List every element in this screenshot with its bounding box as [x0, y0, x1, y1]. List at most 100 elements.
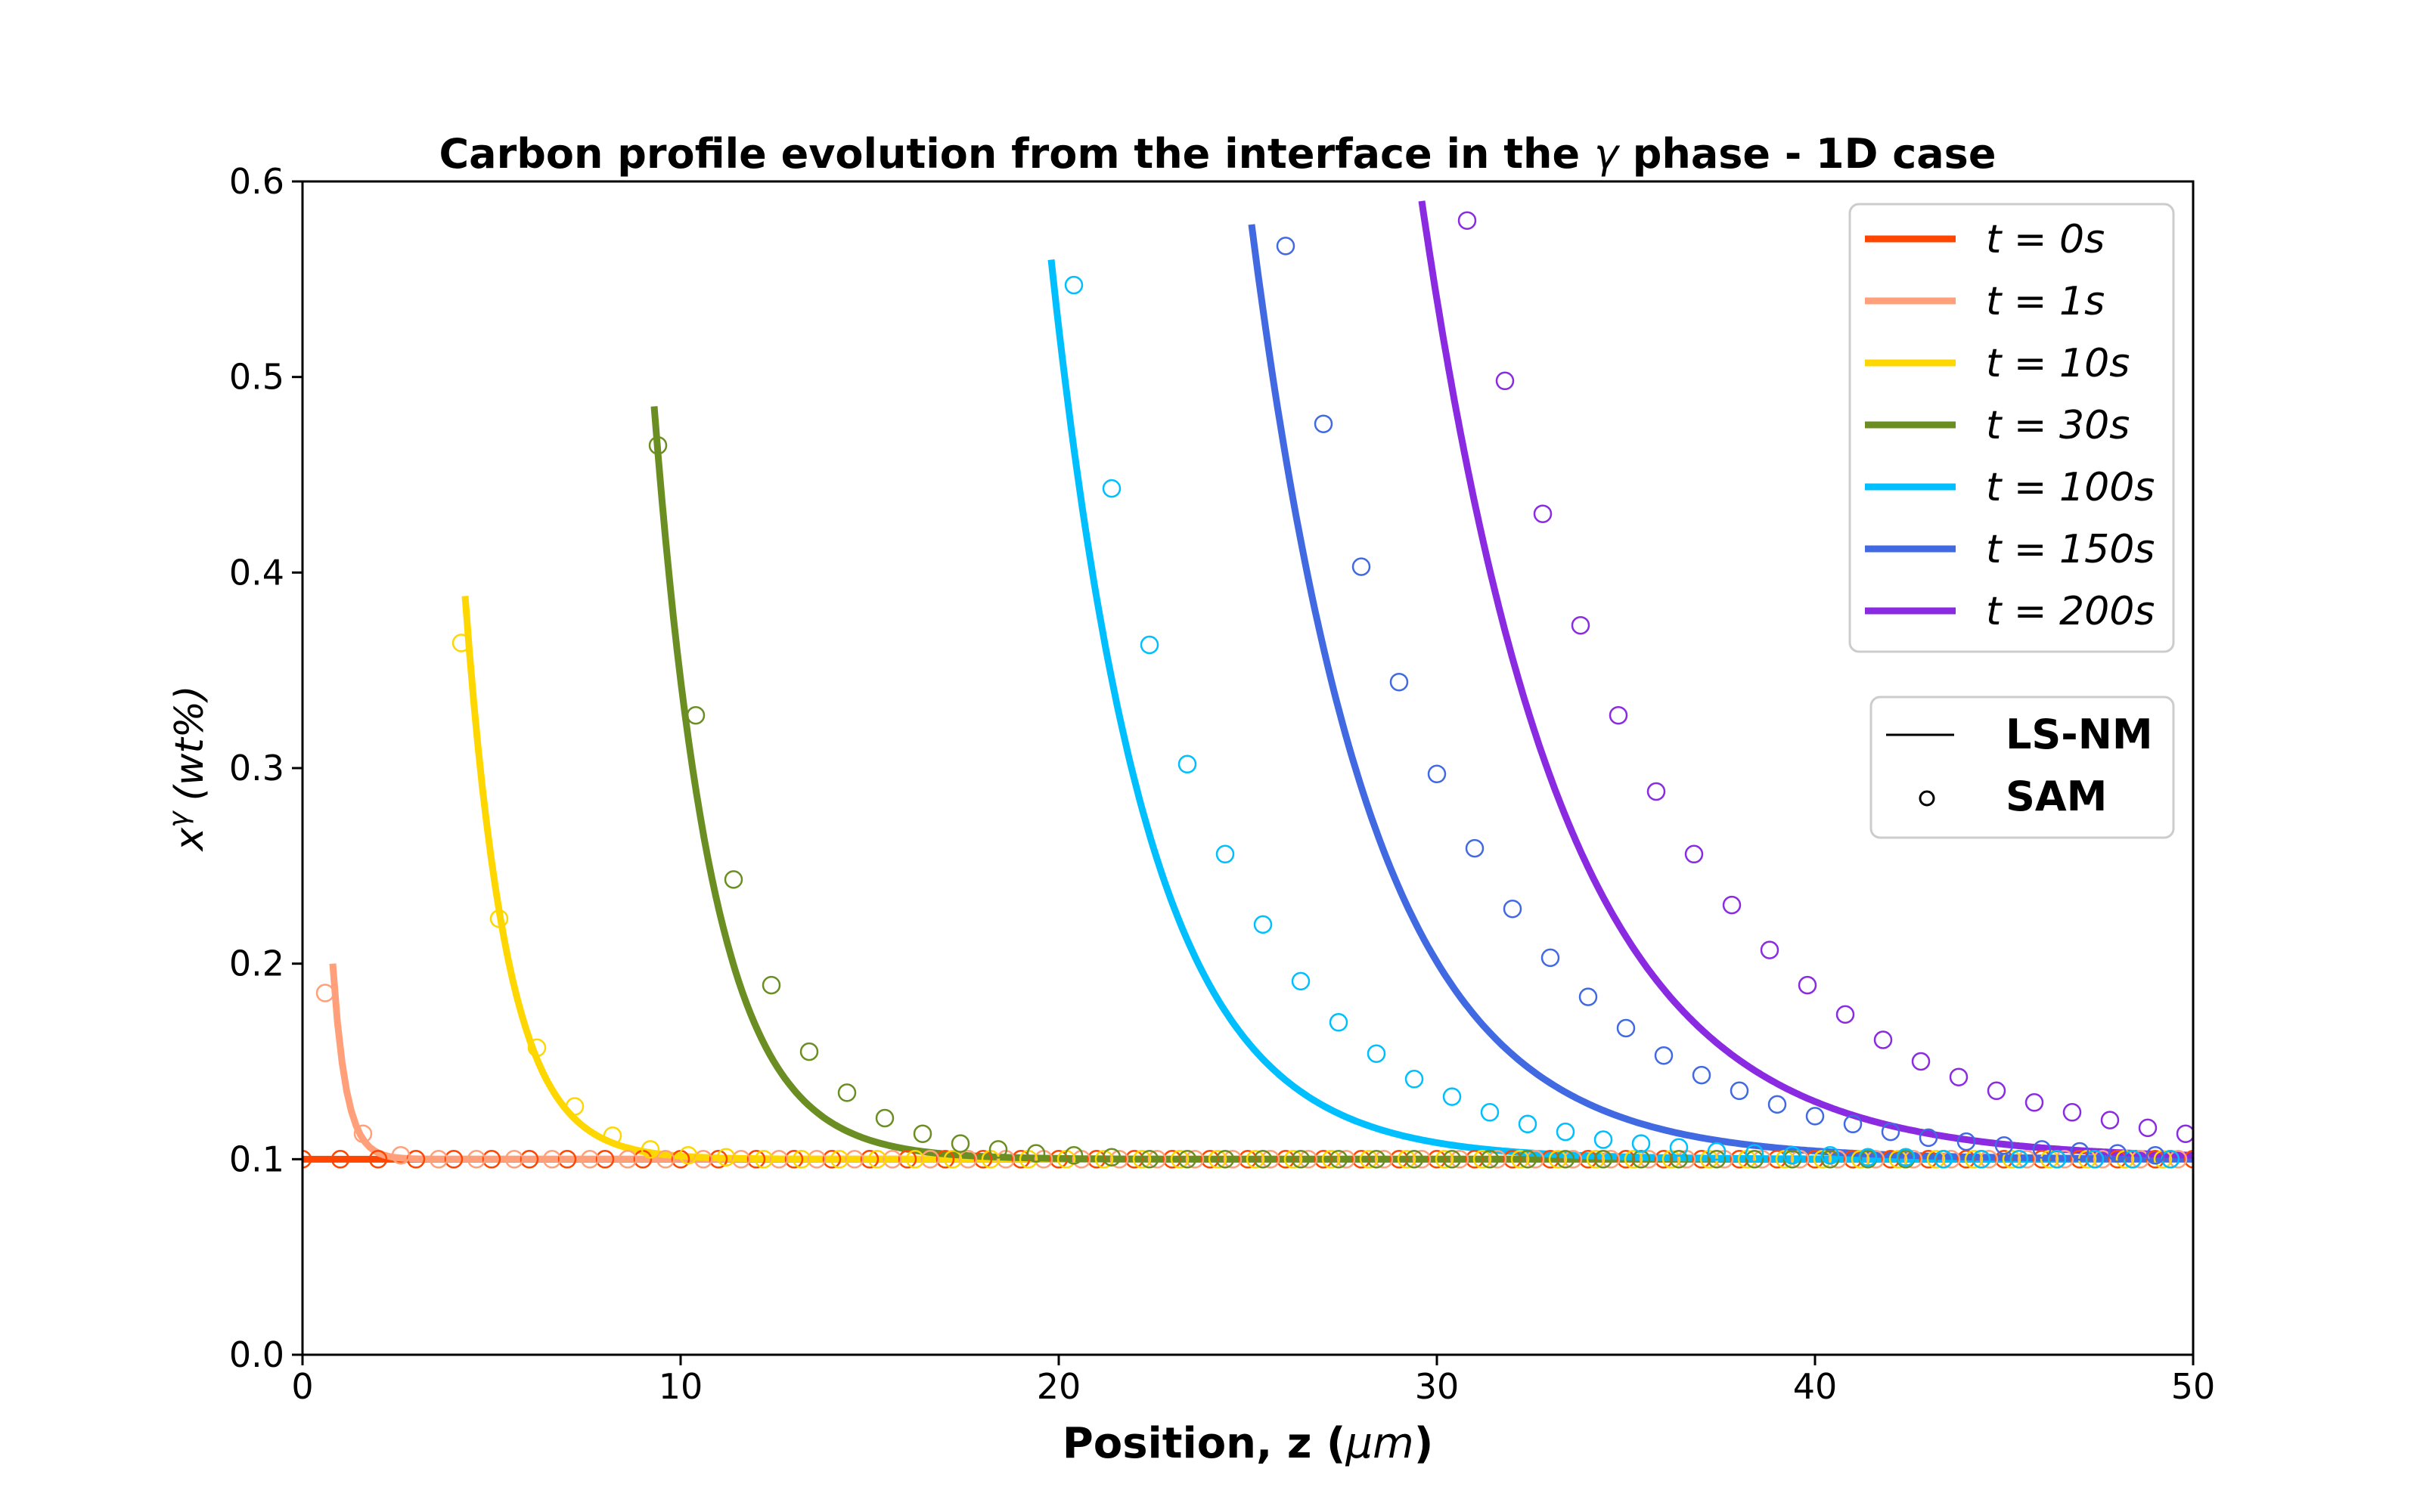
marker-30s — [1631, 1150, 1651, 1169]
marker-100s — [1177, 754, 1197, 774]
marker-30s — [1518, 1150, 1537, 1169]
marker-0s — [784, 1150, 804, 1169]
marker-0s — [1389, 1150, 1409, 1169]
marker-10s — [489, 909, 509, 928]
marker-30s — [686, 705, 706, 725]
marker-0s — [1654, 1150, 1674, 1169]
marker-10s — [1472, 1150, 1492, 1169]
marker-1s — [353, 1124, 373, 1143]
x-tick-label: 0 — [291, 1366, 313, 1407]
marker-1s — [883, 1150, 902, 1169]
marker-100s — [1291, 971, 1311, 991]
marker-150s — [1994, 1136, 2014, 1155]
y-tick-label: 0.1 — [229, 1139, 284, 1179]
legend-label-ls-nm: LS-NM — [2006, 711, 2153, 758]
marker-10s — [905, 1150, 925, 1169]
marker-30s — [1593, 1150, 1613, 1169]
marker-30s — [1745, 1150, 1764, 1169]
marker-0s — [1276, 1150, 1295, 1169]
marker-150s — [1314, 414, 1333, 433]
legend-method-box — [1869, 696, 2175, 839]
marker-10s — [1548, 1150, 1568, 1169]
marker-0s — [1692, 1150, 1711, 1169]
marker-0s — [898, 1150, 917, 1169]
marker-100s — [1631, 1134, 1651, 1153]
marker-0s — [1162, 1150, 1182, 1169]
marker-10s — [565, 1097, 585, 1116]
marker-100s — [1253, 915, 1273, 934]
marker-100s — [2009, 1150, 2029, 1169]
marker-30s — [951, 1134, 970, 1153]
marker-1s — [958, 1150, 978, 1169]
marker-200s — [1495, 371, 1515, 391]
marker-30s — [1329, 1150, 1348, 1169]
marker-10s — [716, 1148, 736, 1167]
marker-200s — [1571, 615, 1590, 635]
marker-150s — [1427, 764, 1447, 784]
marker-10s — [1586, 1150, 1606, 1169]
marker-1s — [1525, 1150, 1545, 1169]
marker-200s — [1911, 1052, 1931, 1071]
marker-10s — [754, 1150, 774, 1169]
marker-1s — [1941, 1150, 1961, 1169]
x-axis-label: Position, z (μm) — [1063, 1419, 1434, 1468]
marker-1s — [1866, 1150, 1885, 1169]
marker-10s — [943, 1150, 963, 1169]
marker-200s — [1722, 895, 1742, 915]
marker-10s — [527, 1038, 547, 1058]
marker-100s — [1896, 1148, 1916, 1167]
legend-method: LS-NM SAM — [1869, 696, 2175, 839]
marker-1s — [1450, 1150, 1469, 1169]
marker-30s — [837, 1083, 857, 1102]
marker-0s — [860, 1150, 880, 1169]
marker-30s — [724, 870, 743, 889]
x-tick-label: 30 — [1415, 1366, 1460, 1407]
marker-10s — [792, 1150, 811, 1169]
marker-0s — [1465, 1150, 1485, 1169]
marker-layer — [302, 211, 2193, 1169]
marker-0s — [330, 1150, 350, 1169]
marker-30s — [913, 1124, 932, 1143]
marker-30s — [1253, 1150, 1273, 1169]
marker-10s — [1397, 1150, 1416, 1169]
legend-label-200s: t = 200s — [1986, 589, 2155, 634]
marker-10s — [1624, 1150, 1643, 1169]
marker-100s — [1669, 1138, 1689, 1157]
marker-30s — [1102, 1148, 1122, 1167]
marker-1s — [429, 1150, 448, 1169]
marker-1s — [1374, 1150, 1394, 1169]
y-tick-label: 0.6 — [229, 161, 284, 202]
marker-200s — [1609, 705, 1628, 725]
marker-0s — [1616, 1150, 1636, 1169]
marker-100s — [2085, 1150, 2105, 1169]
marker-100s — [1404, 1070, 1424, 1089]
marker-10s — [1888, 1150, 1908, 1169]
y-tick-label: 0.0 — [229, 1334, 284, 1375]
marker-1s — [391, 1145, 411, 1165]
marker-1s — [769, 1150, 789, 1169]
marker-0s — [1843, 1150, 1863, 1169]
marker-1s — [1336, 1150, 1356, 1169]
marker-150s — [1465, 838, 1485, 858]
marker-30s — [1140, 1150, 1159, 1169]
marker-30s — [1026, 1144, 1046, 1163]
marker-0s — [1881, 1150, 1900, 1169]
marker-10s — [1435, 1150, 1454, 1169]
marker-0s — [1125, 1150, 1144, 1169]
marker-30s — [988, 1140, 1008, 1159]
marker-0s — [973, 1150, 993, 1169]
marker-200s — [1684, 844, 1704, 864]
marker-150s — [1351, 557, 1371, 576]
marker-10s — [1851, 1150, 1870, 1169]
marker-1s — [542, 1150, 562, 1169]
marker-100s — [2047, 1150, 2067, 1169]
marker-30s — [1556, 1150, 1575, 1169]
legend-series: t = 0s t = 1s t = 10s t = 30s t = 100s t = 15… — [1848, 203, 2175, 653]
legend-label-0s: t = 0s — [1986, 217, 2105, 262]
y-axis: 0.0 0.1 0.2 0.3 0.4 0.5 0.6 — [229, 161, 302, 1375]
marker-10s — [1926, 1150, 1946, 1169]
series-line-150s — [1248, 224, 2193, 1163]
marker-30s — [648, 435, 668, 455]
marker-0s — [1919, 1150, 1938, 1169]
marker-100s — [1858, 1148, 1878, 1167]
